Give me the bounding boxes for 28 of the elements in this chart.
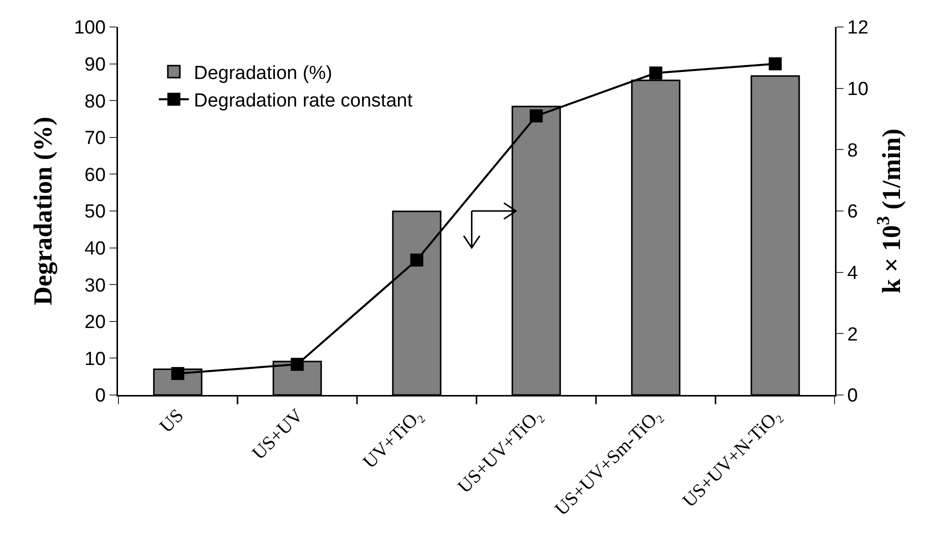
legend-label: Degradation (%) [194, 63, 332, 84]
y2-tick-label: 4 [847, 262, 858, 284]
y-tick-label: 10 [84, 348, 106, 370]
point [290, 358, 304, 371]
y-axis-title: Degradation (%) [28, 116, 58, 306]
y2-tick-label: 6 [847, 202, 858, 223]
y2-tick-label: 2 [847, 324, 858, 346]
legend-label: Degradation rate constant [194, 90, 414, 112]
y-tick-label: 90 [84, 54, 106, 76]
y-tick-label: 40 [84, 238, 106, 260]
x-tick-label: US [156, 405, 188, 438]
y-tick-label: 60 [84, 164, 106, 186]
point [410, 254, 424, 267]
y-tick-label: 0 [95, 386, 106, 407]
y-tick-label: 50 [84, 202, 106, 223]
y-tick-label: 30 [84, 275, 106, 296]
point [649, 66, 662, 80]
y-tick-label: 70 [84, 128, 106, 150]
y-tick-label: 80 [84, 91, 106, 112]
y-tick-label: 20 [84, 312, 106, 334]
y2-tick-label: 8 [847, 140, 858, 162]
y2-tick-label: 0 [847, 386, 858, 407]
point [171, 367, 184, 380]
point [768, 57, 782, 70]
y2-tick-label: 10 [847, 78, 868, 100]
point [530, 109, 543, 122]
y2-tick-label: 12 [847, 18, 868, 39]
y-tick-label: 100 [74, 18, 106, 39]
